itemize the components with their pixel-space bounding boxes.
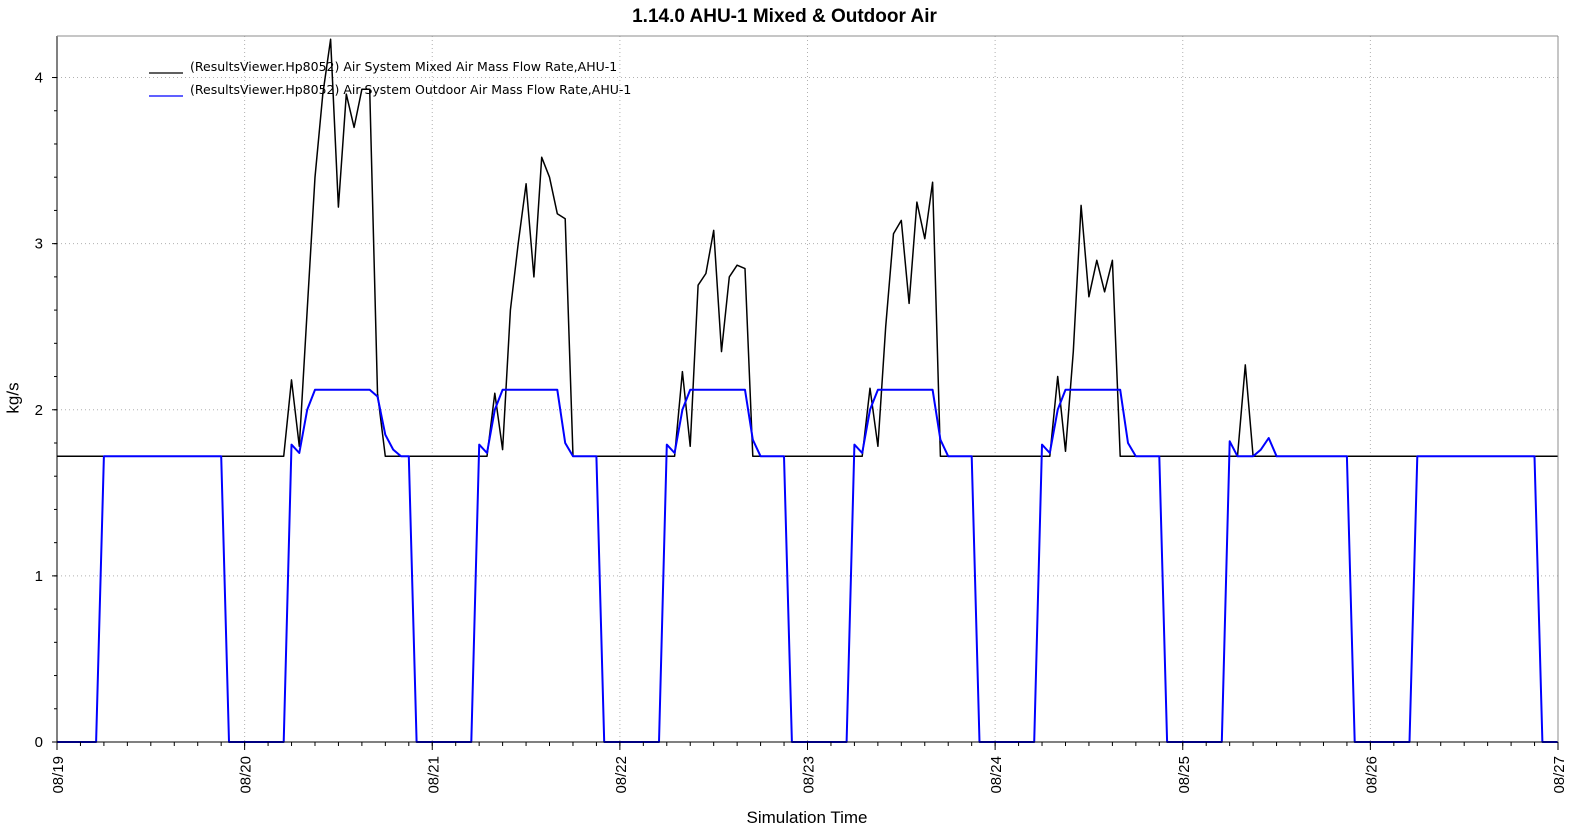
chart-title: 1.14.0 AHU-1 Mixed & Outdoor Air	[632, 6, 937, 27]
x-tick-label: 08/27	[1551, 756, 1568, 794]
y-tick-label: 4	[35, 70, 43, 87]
x-tick-label: 08/24	[988, 756, 1005, 794]
legend-label-1: (ResultsViewer.Hp8052) Air System Mixed …	[190, 59, 617, 74]
x-tick-label: 08/21	[425, 756, 442, 794]
series-line-1	[57, 38, 1558, 458]
axes: 0 1 2 3 4 08/19 08/20 08/21 08/22 08/23 08/24 08/25…	[35, 35, 1568, 794]
y-axis-label: kg/s	[3, 382, 23, 414]
y-tick-label: 3	[35, 236, 43, 253]
x-tick-label: 08/20	[238, 756, 255, 794]
x-axis-label: Simulation Time	[746, 808, 868, 827]
y-tick-label: 2	[35, 402, 43, 419]
series-layer	[57, 38, 1558, 743]
grid-lines	[57, 36, 1558, 742]
x-tick-label: 08/22	[613, 756, 630, 794]
series-line-2	[57, 388, 1558, 743]
legend-label-2: (ResultsViewer.Hp8052) Air System Outdoo…	[190, 82, 631, 97]
x-tick-label: 08/26	[1363, 756, 1380, 794]
legend: (ResultsViewer.Hp8052) Air System Mixed …	[149, 59, 631, 97]
x-tick-label: 08/25	[1176, 756, 1193, 794]
x-tick-label: 08/23	[801, 756, 818, 794]
y-tick-label: 0	[35, 734, 43, 751]
x-tick-label: 08/19	[50, 756, 67, 794]
y-tick-label: 1	[35, 568, 43, 585]
